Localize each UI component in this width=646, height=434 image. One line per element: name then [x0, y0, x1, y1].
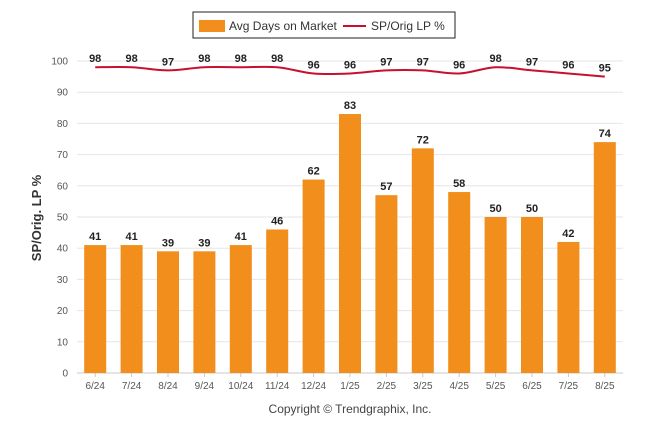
y-axis-ticks: 0 10 20 30 40 50 60 70 80 90 100	[51, 57, 68, 380]
legend: Avg Days on Market SP/Orig LP %	[192, 11, 456, 39]
y-tick-label: 60	[57, 181, 69, 192]
line-value-label: 98	[271, 53, 283, 65]
x-tick-label: 8/24	[158, 381, 178, 392]
bar	[266, 229, 289, 373]
line-value-label: 98	[198, 53, 210, 65]
bar	[593, 142, 616, 373]
y-tick-label: 100	[51, 57, 68, 68]
x-tick-label: 2/25	[377, 381, 397, 392]
bar-value-label: 39	[198, 237, 210, 249]
bar-value-label: 50	[526, 203, 538, 215]
y-axis-title: SP/Orig. LP %	[29, 174, 44, 261]
line-value-label: 96	[344, 59, 356, 71]
bar	[375, 195, 398, 373]
y-tick-label: 0	[62, 369, 68, 380]
x-tick-label: 5/25	[486, 381, 506, 392]
bar	[557, 241, 580, 373]
sp-orig-line	[95, 65, 605, 78]
x-tick-label: 1/25	[340, 381, 360, 392]
bar-value-label: 62	[307, 166, 319, 178]
line-value-label: 95	[599, 63, 611, 75]
legend-label-sp-orig: SP/Orig LP %	[371, 19, 445, 33]
bar	[521, 217, 543, 373]
line-series: 98 98 97 98 98 98 96 96 97 97 96 98 97 96 95	[89, 53, 611, 78]
line-value-label: 98	[89, 53, 101, 65]
bar	[157, 251, 179, 373]
bar-value-label: 50	[489, 203, 501, 215]
bar	[84, 245, 107, 373]
y-tick-label: 50	[57, 213, 69, 224]
bar	[448, 192, 471, 373]
bar	[484, 217, 507, 373]
bar-value-label: 39	[162, 237, 174, 249]
x-tick-label: 7/24	[122, 381, 142, 392]
x-tick-label: 6/24	[85, 381, 105, 392]
bar-value-label: 74	[599, 128, 612, 140]
copyright-credit: Copyright © Trendgraphix, Inc.	[269, 402, 432, 416]
x-tick-label: 4/25	[449, 381, 469, 392]
bar-value-label: 83	[344, 100, 356, 112]
x-tick-label: 7/25	[559, 381, 579, 392]
bar-value-label: 57	[380, 181, 392, 193]
line-value-label: 97	[380, 56, 392, 68]
x-tick-label: 12/24	[301, 381, 326, 392]
bar-value-label: 72	[417, 134, 429, 146]
line-value-label: 98	[235, 53, 247, 65]
line-value-label: 97	[162, 56, 174, 68]
x-tick-label: 10/24	[228, 381, 253, 392]
y-tick-label: 10	[57, 337, 69, 348]
line-value-label: 98	[125, 53, 137, 65]
line-value-label: 96	[453, 59, 465, 71]
y-tick-label: 70	[57, 150, 69, 161]
bar-value-label: 41	[235, 231, 247, 243]
y-tick-label: 30	[57, 275, 69, 286]
bar	[120, 245, 143, 373]
bar-value-label: 58	[453, 178, 465, 190]
x-axis-ticks: 6/24 7/24 8/24 9/24 10/24 11/24 12/24 1/25 2/25 3…	[85, 373, 615, 392]
legend-label-avg-days: Avg Days on Market	[229, 19, 337, 33]
line-value-label: 96	[307, 59, 319, 71]
y-tick-label: 80	[57, 119, 69, 130]
line-value-label: 97	[417, 56, 429, 68]
x-tick-label: 8/25	[595, 381, 615, 392]
bar-value-label: 41	[89, 231, 101, 243]
bar	[302, 179, 325, 373]
bar-value-label: 46	[271, 215, 283, 227]
y-tick-label: 40	[57, 244, 69, 255]
bars: 41 41 39 39 41 46 62 83 57 72 58 50 50 42 74	[84, 100, 616, 373]
legend-bar-swatch	[199, 20, 225, 32]
line-value-label: 98	[489, 53, 501, 65]
bar-value-label: 42	[562, 228, 574, 240]
bar	[339, 114, 361, 373]
legend-box	[192, 11, 456, 39]
line-value-label: 97	[526, 56, 538, 68]
line-value-label: 96	[562, 59, 574, 71]
x-tick-label: 6/25	[522, 381, 542, 392]
bar	[193, 251, 216, 373]
bar-value-label: 41	[125, 231, 137, 243]
x-tick-label: 11/24	[265, 381, 290, 392]
y-tick-label: 20	[57, 306, 69, 317]
x-tick-label: 9/24	[195, 381, 215, 392]
x-tick-label: 3/25	[413, 381, 433, 392]
y-tick-label: 90	[57, 88, 69, 99]
bar	[411, 148, 434, 373]
bar	[229, 245, 252, 373]
